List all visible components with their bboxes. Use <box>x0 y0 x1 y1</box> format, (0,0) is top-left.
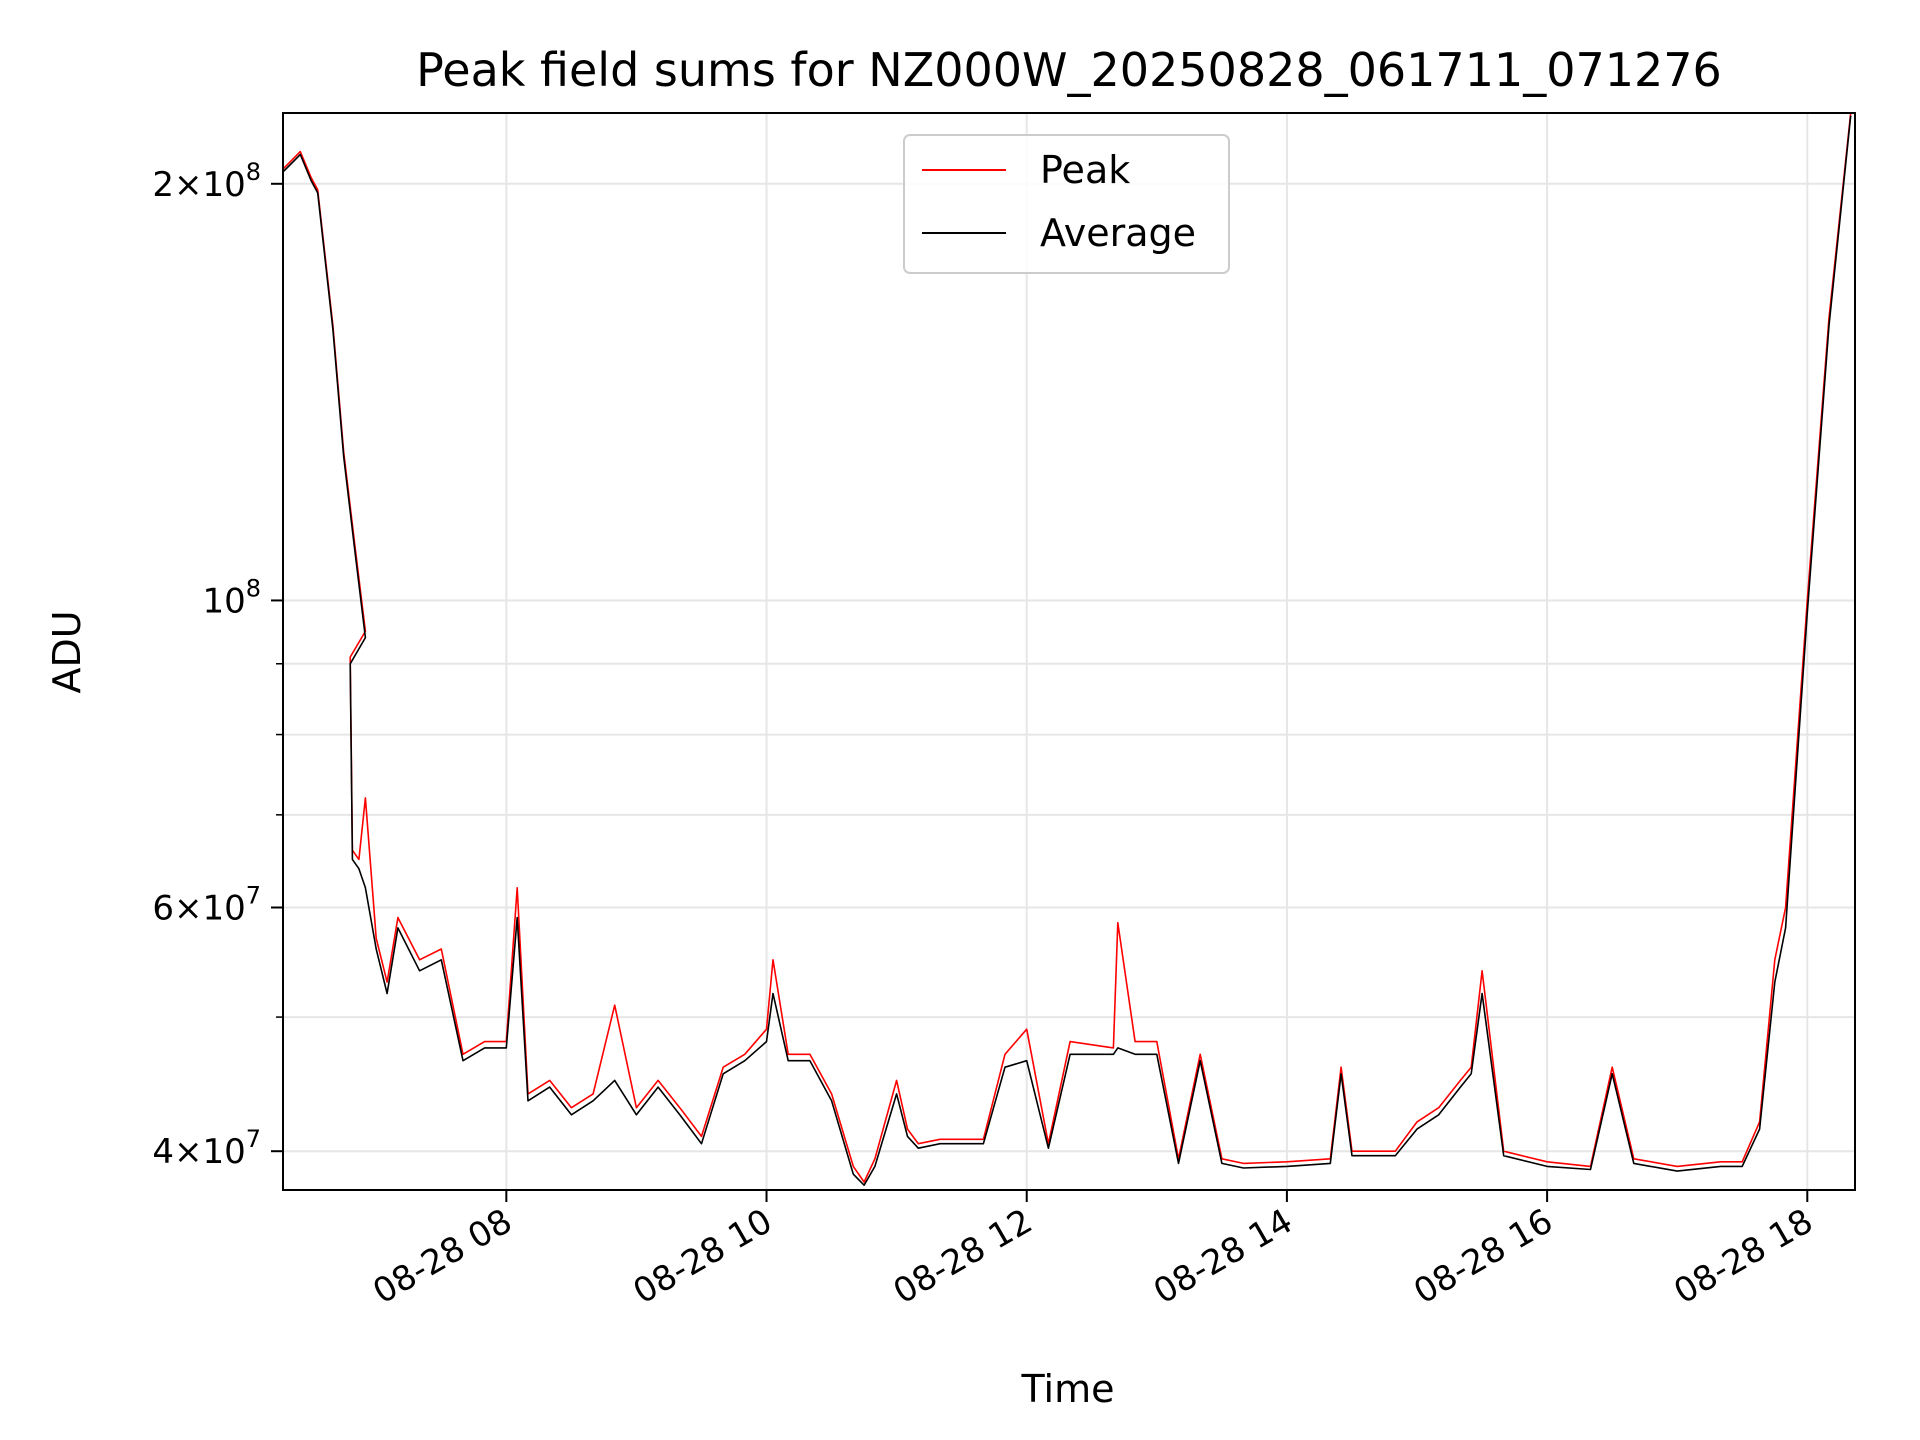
y-tick-label: 6×107 <box>152 881 261 928</box>
y-tick-label: 108 <box>202 574 261 621</box>
x-axis-label: Time <box>1021 1367 1115 1411</box>
legend: Peak Average <box>903 134 1230 274</box>
chart-title: Peak field sums for NZ000W_20250828_0617… <box>416 43 1722 97</box>
legend-label-average: Average <box>1040 211 1196 255</box>
series-line-peak <box>283 113 1852 1183</box>
y-axis-label: ADU <box>45 610 89 693</box>
plot-frame <box>282 112 1856 1191</box>
legend-label-peak: Peak <box>1040 148 1130 192</box>
series-line-average <box>283 115 1852 1186</box>
y-axis-ticks: 4×107 6×107 108 2×108 <box>152 158 283 1172</box>
data-series <box>283 113 1852 1186</box>
y-tick-label: 2×108 <box>152 158 261 205</box>
y-tick-label: 4×107 <box>152 1125 261 1172</box>
